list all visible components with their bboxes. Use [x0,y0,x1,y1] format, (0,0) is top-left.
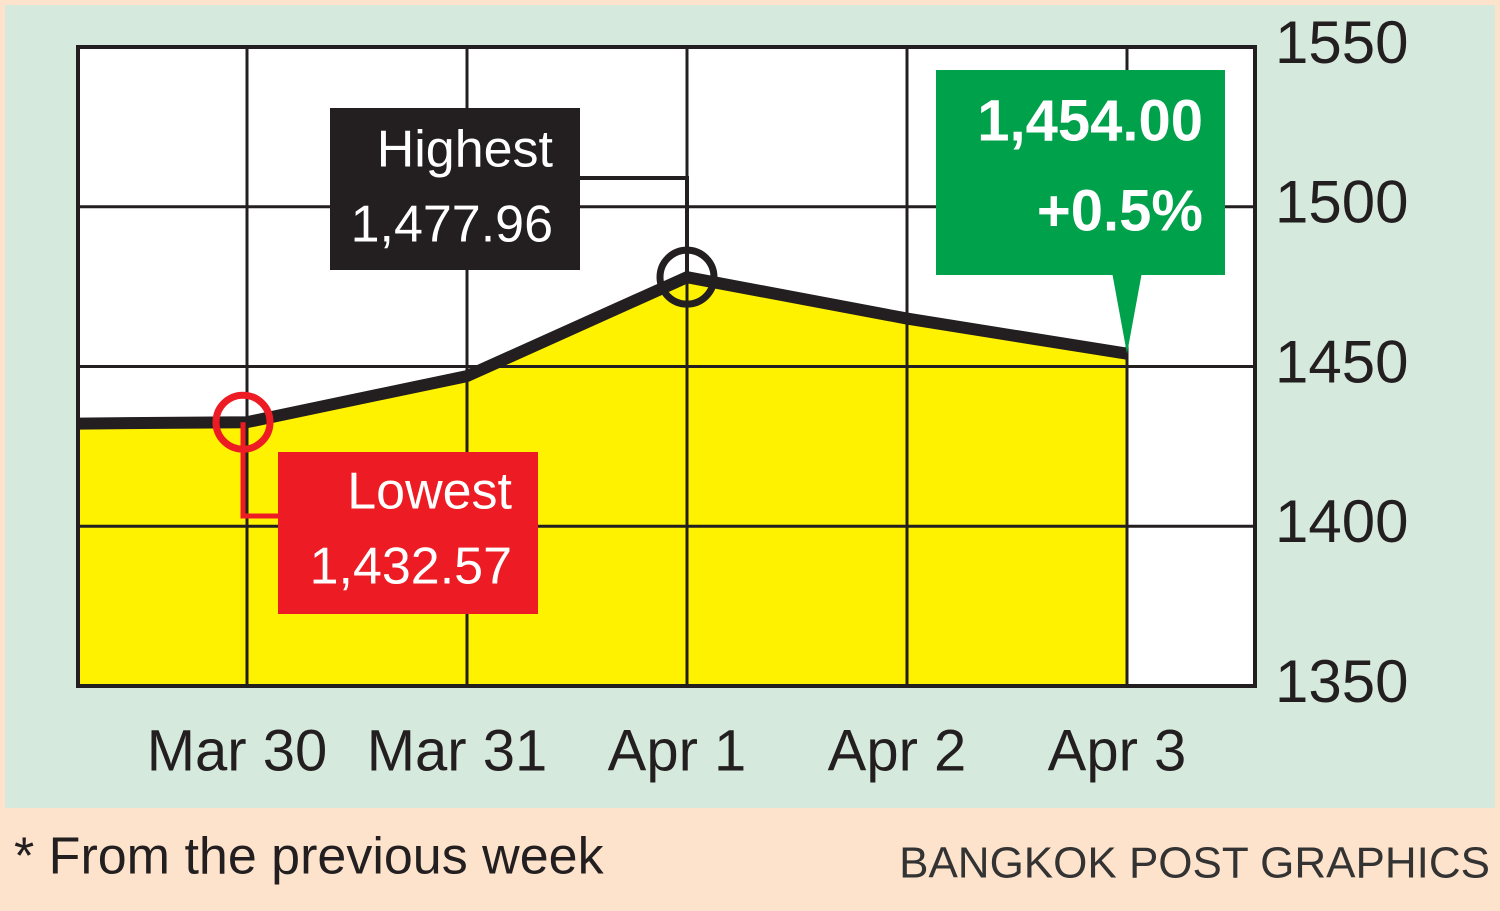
annotation-text: 1,432.57 [310,538,512,596]
y-tick-label: 1500 [1275,169,1408,236]
highest-marker [656,246,718,308]
annotation-box [936,70,1225,275]
connector [580,176,689,278]
y-tick-label: 1550 [1275,9,1408,76]
footnote: * From the previous week [14,828,605,886]
x-tick-label: Mar 30 [147,718,328,783]
y-tick-label: 1350 [1275,648,1408,715]
plot-border [76,45,1257,688]
lowest-marker [212,391,274,453]
annotation-box [278,452,538,614]
connector [240,422,278,519]
annotation-box [330,108,580,270]
annotation-text: +0.5% [1037,178,1203,243]
x-tick-label: Apr 3 [1048,718,1187,783]
x-tick-label: Apr 2 [828,718,967,783]
annotation-title: 1,454.00 [977,88,1203,153]
annotation-title: Lowest [347,463,512,521]
annotation-title: Highest [377,121,554,179]
annotation-text: 1,477.96 [351,196,553,254]
line [78,271,1128,430]
annotation-pointer [1112,272,1142,354]
source: BANGKOK POST GRAPHICS [899,839,1490,888]
y-tick-label: 1400 [1275,488,1408,555]
x-tick-label: Apr 1 [608,718,747,783]
y-tick-label: 1450 [1275,328,1408,395]
x-tick-label: Mar 31 [367,718,548,783]
